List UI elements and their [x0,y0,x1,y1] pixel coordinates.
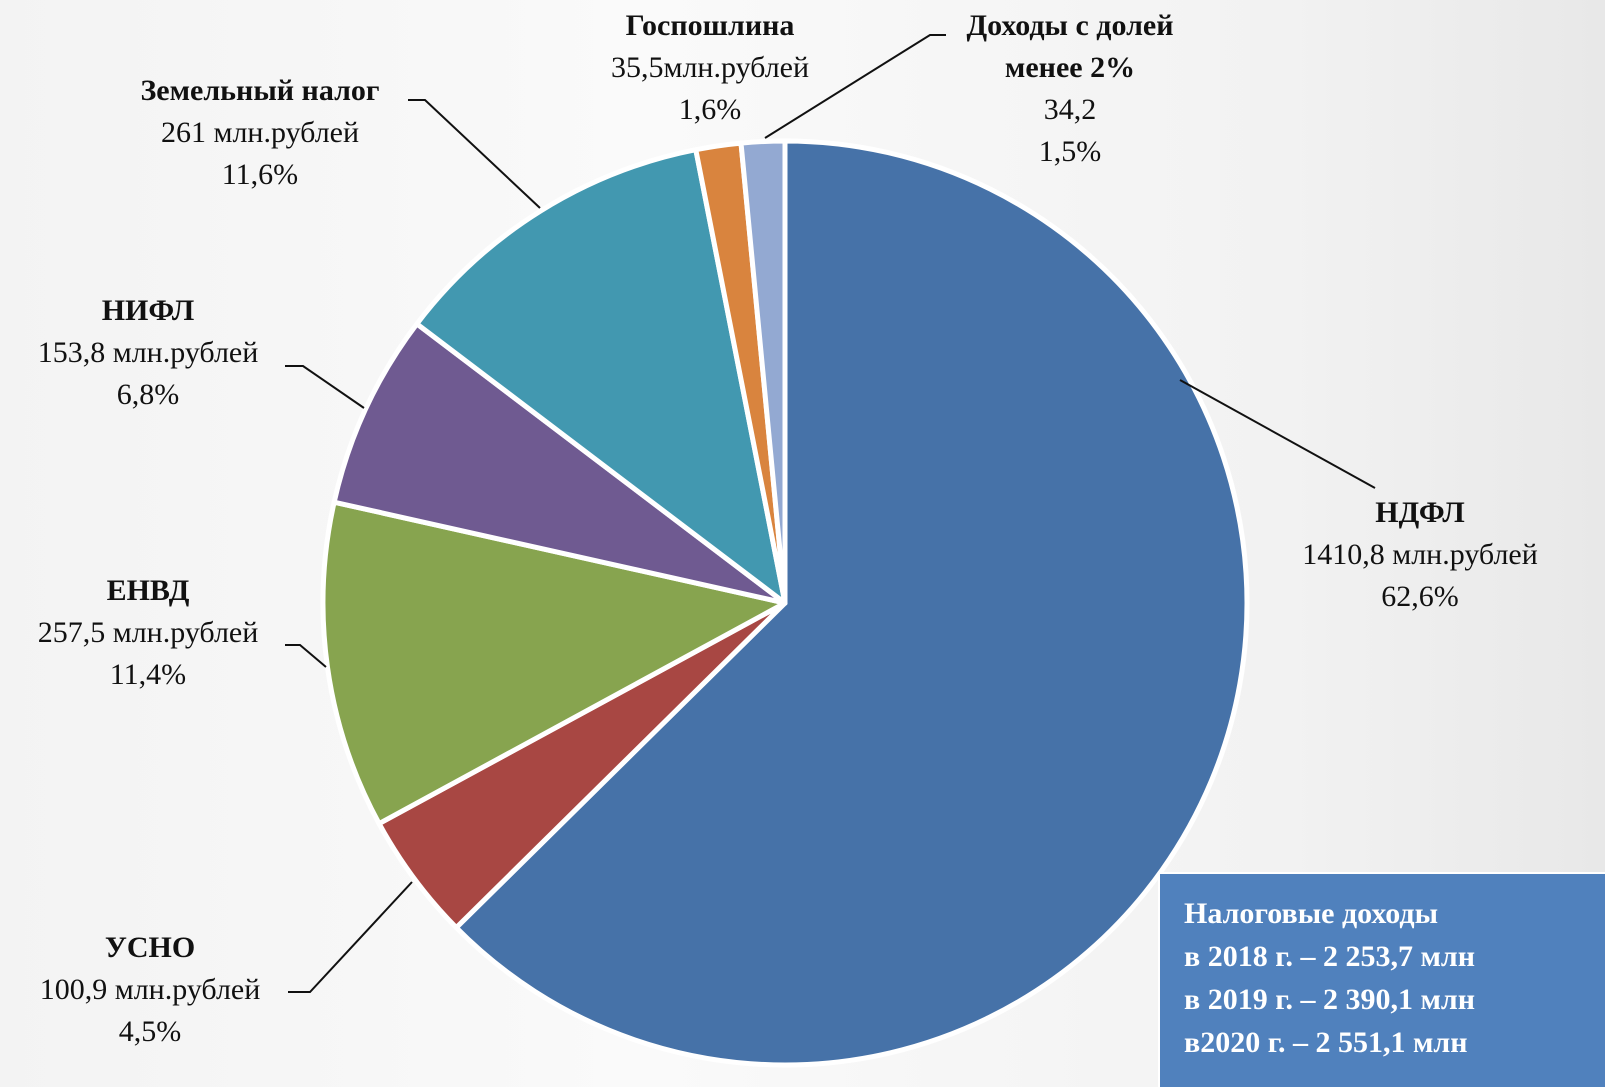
value-label: 34,2 [940,89,1200,131]
leader-line [288,882,412,992]
percent-label: 1,6% [560,89,860,131]
summary-box: Налоговые доходы в 2018 г. – 2 253,7 млн… [1158,872,1605,1087]
category-label: УСНО [0,927,300,969]
value-label: 257,5 млн.рублей [0,612,298,654]
category-label: Доходы с долей менее 2% [940,5,1200,89]
summary-title: Налоговые доходы [1184,892,1605,935]
category-label: ЕНВД [0,570,298,612]
percent-label: 6,8% [0,374,298,416]
value-label: 1410,8 млн.рублей [1255,534,1585,576]
value-label: 100,9 млн.рублей [0,969,300,1011]
value-label: 261 млн.рублей [100,112,420,154]
category-label: НДФЛ [1255,492,1585,534]
percent-label: 11,6% [100,154,420,196]
category-label: Земельный налог [100,70,420,112]
category-label: НИФЛ [0,290,298,332]
percent-label: 1,5% [940,131,1200,173]
leader-line [408,100,540,208]
summary-line: в 2018 г. – 2 253,7 млн [1184,935,1605,978]
summary-line: в2020 г. – 2 551,1 млн [1184,1021,1605,1064]
percent-label: 4,5% [0,1011,300,1053]
percent-label: 62,6% [1255,576,1585,618]
category-label: Госпошлина [560,5,860,47]
value-label: 35,5млн.рублей [560,47,860,89]
percent-label: 11,4% [0,654,298,696]
page: Налоговые доходы в 2018 г. – 2 253,7 млн… [0,0,1605,1087]
summary-line: в 2019 г. – 2 390,1 млн [1184,978,1605,1021]
value-label: 153,8 млн.рублей [0,332,298,374]
